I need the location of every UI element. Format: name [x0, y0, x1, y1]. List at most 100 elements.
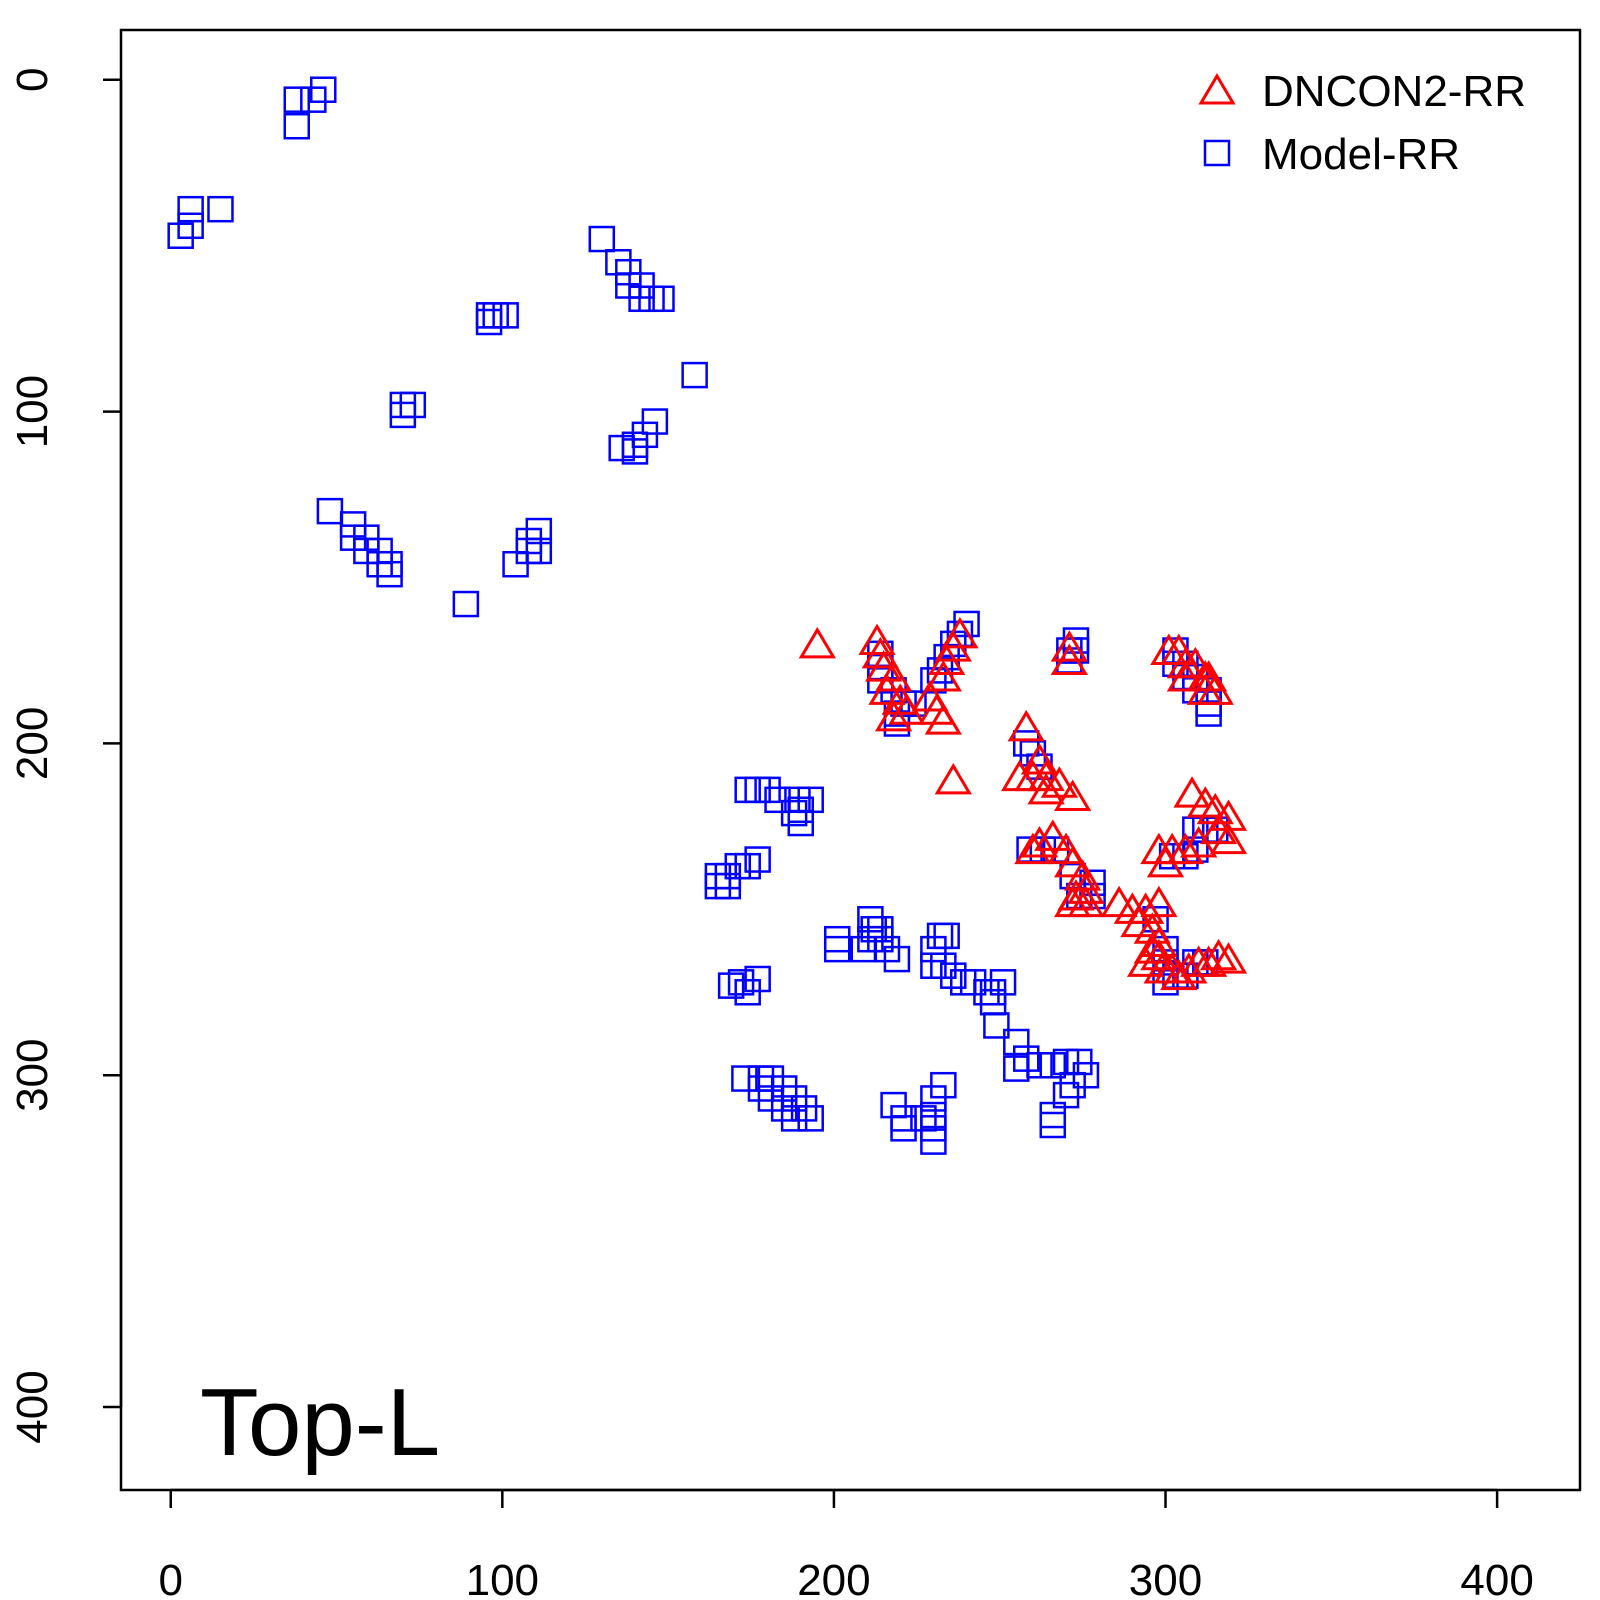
square-point: [628, 272, 655, 299]
triangle-point: [1140, 938, 1178, 971]
legend: DNCON2-RR Model-RR: [1198, 67, 1526, 179]
square-point: [482, 302, 509, 329]
y-tick-label: 300: [8, 1039, 57, 1112]
square-point: [316, 497, 344, 525]
square-point: [1039, 1052, 1067, 1079]
square-point: [389, 401, 417, 429]
square-point: [310, 76, 337, 103]
square-point: [1012, 730, 1040, 757]
x-tick-label: 300: [1129, 1556, 1202, 1600]
triangle-point: [858, 623, 896, 656]
x-tick-label: 200: [797, 1556, 870, 1600]
square-point: [953, 610, 980, 638]
square-point: [920, 1085, 947, 1112]
square-point: [933, 922, 960, 950]
square-point: [1072, 1061, 1100, 1089]
triangle-point: [1186, 786, 1224, 818]
square-point: [744, 965, 771, 993]
triangle-point: [1176, 646, 1214, 679]
y-tick-label: 0: [8, 68, 57, 92]
square-point: [920, 1101, 947, 1129]
square-point: [880, 1091, 907, 1119]
triangle-point: [1007, 709, 1045, 742]
square-point: [452, 590, 480, 618]
triangle-point: [1140, 925, 1178, 957]
triangle-point: [874, 699, 913, 732]
square-point: [177, 212, 204, 240]
square-point: [389, 391, 417, 419]
legend-triangle-marker: [1198, 73, 1236, 105]
triangle-point: [1209, 822, 1248, 855]
square-point: [790, 1095, 818, 1122]
square-point: [615, 272, 642, 299]
square-point: [475, 308, 503, 336]
square-point: [376, 560, 403, 588]
square-point: [283, 112, 310, 140]
triangle-point: [1054, 885, 1092, 918]
square-point: [605, 249, 632, 276]
square-point: [621, 438, 649, 465]
x-tick-label: 100: [466, 1556, 539, 1600]
square-point: [1059, 1071, 1086, 1099]
square-point: [681, 361, 708, 389]
triangle-point: [934, 762, 972, 795]
square-point: [641, 408, 669, 435]
square-point: [631, 421, 659, 449]
triangle-point: [868, 673, 906, 705]
x-tick-label: 0: [158, 1556, 182, 1600]
square-point: [525, 517, 553, 545]
triangle-point: [924, 660, 962, 692]
square-point: [1039, 1111, 1067, 1139]
square-point: [973, 979, 1000, 1006]
square-point: [399, 391, 427, 419]
square-point: [823, 935, 851, 963]
square-point: [744, 846, 771, 873]
square-point: [608, 434, 635, 462]
square-point: [376, 550, 403, 578]
square-point: [731, 1065, 758, 1092]
square-point: [920, 935, 947, 963]
square-point: [926, 922, 954, 950]
triangle-point: [1189, 660, 1228, 692]
square-point: [177, 195, 204, 223]
triangle-point: [1063, 859, 1102, 891]
triangle-point: [1020, 826, 1059, 858]
square-point: [353, 537, 380, 565]
square-point: [283, 86, 310, 113]
triangle-point: [924, 703, 962, 735]
y-tick-label: 100: [8, 375, 57, 448]
series-model-rr: [167, 76, 1229, 1155]
square-point: [867, 925, 894, 953]
square-point: [780, 1085, 808, 1112]
triangle-point: [1166, 660, 1205, 692]
square-point: [983, 1012, 1010, 1039]
square-point: [1062, 637, 1090, 664]
series-dncon2-rr: [798, 616, 1248, 991]
square-point: [492, 302, 519, 329]
triangle-point: [1209, 799, 1248, 831]
legend-square-marker: [1203, 139, 1231, 167]
triangle-point: [1054, 845, 1092, 878]
triangle-point: [1027, 772, 1065, 805]
square-point: [920, 1115, 947, 1142]
square-point: [717, 972, 745, 999]
square-point: [754, 776, 781, 804]
y-tick-label: 200: [8, 707, 57, 780]
square-point: [873, 935, 901, 963]
square-point: [207, 195, 234, 223]
triangle-point: [1126, 945, 1165, 977]
square-point: [525, 537, 553, 565]
square-point: [1066, 1048, 1093, 1076]
square-point: [1195, 700, 1222, 727]
square-point: [1026, 1052, 1053, 1079]
legend-label: Model-RR: [1262, 130, 1460, 179]
triangle-point: [1173, 776, 1211, 808]
square-point: [787, 796, 815, 824]
triangle-point: [1050, 643, 1088, 675]
panel-label: Top-L: [200, 1369, 440, 1476]
square-point: [770, 1075, 798, 1102]
triangle-point: [861, 636, 899, 669]
square-point: [780, 799, 808, 827]
square-point: [1052, 1081, 1080, 1109]
square-point: [615, 258, 642, 286]
